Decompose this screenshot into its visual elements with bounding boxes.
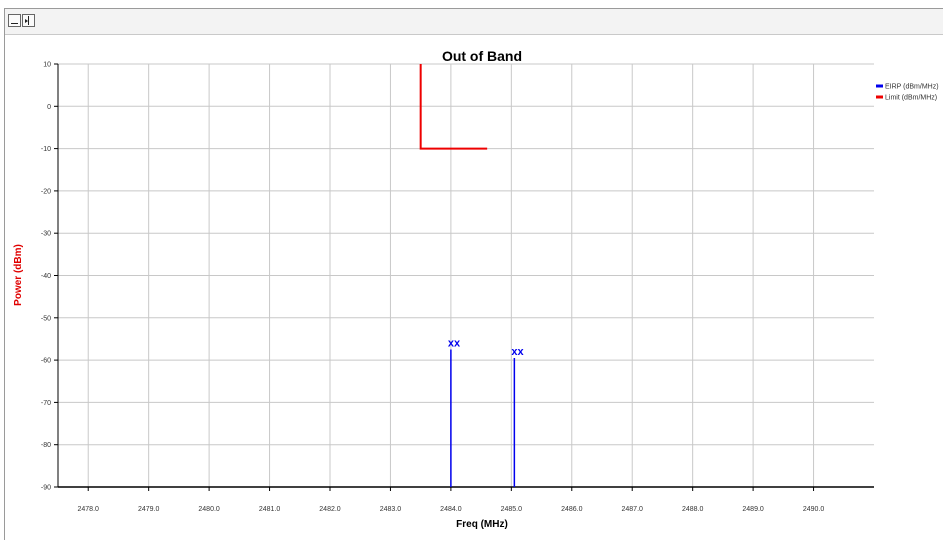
legend-entry: EIRP (dBm/MHz) xyxy=(885,84,939,91)
x-tick-label: 2487.0 xyxy=(622,506,644,513)
minimize-icon[interactable] xyxy=(8,14,21,27)
x-tick-label: 2490.0 xyxy=(803,506,825,513)
legend: EIRP (dBm/MHz) Limit (dBm/MHz) xyxy=(876,84,939,102)
x-tick-label: 2478.0 xyxy=(78,506,100,513)
y-axis-label: Power (dBm) xyxy=(13,244,24,306)
legend-entry: Limit (dBm/MHz) xyxy=(885,95,937,102)
grid-lines xyxy=(58,63,874,487)
chart-window xyxy=(4,8,943,540)
y-tick-label: -50 xyxy=(41,315,51,322)
x-tick-label: 2481.0 xyxy=(259,506,281,513)
chart-toolbar xyxy=(5,9,943,35)
y-tick-label: -40 xyxy=(41,273,51,280)
y-tick-label: -10 xyxy=(41,146,51,153)
chart-title: Out of Band xyxy=(442,48,522,64)
x-tick-label: 2479.0 xyxy=(138,506,160,513)
y-tick-label: -30 xyxy=(41,231,51,238)
y-tick-label: -60 xyxy=(41,358,51,365)
x-axis-label: Freq (MHz) xyxy=(456,519,508,530)
y-tick-label: -20 xyxy=(41,188,51,195)
x-tick-label: 2489.0 xyxy=(742,506,764,513)
x-tick-label: 2488.0 xyxy=(682,506,704,513)
x-tick-label: 2485.0 xyxy=(501,506,523,513)
eirp-marker-label: xx xyxy=(511,346,524,358)
y-tick-label: -80 xyxy=(41,442,51,449)
x-tick-label: 2483.0 xyxy=(380,506,402,513)
y-tick-label: -90 xyxy=(41,485,51,492)
y-tick-label: 10 xyxy=(43,62,51,69)
toggle-panel-icon[interactable] xyxy=(22,14,35,27)
limit-line xyxy=(419,64,488,150)
eirp-marker-label: xx xyxy=(448,338,461,350)
x-tick-label: 2486.0 xyxy=(561,506,583,513)
series-layer: xx xx xyxy=(419,64,524,487)
x-tick-label: 2482.0 xyxy=(319,506,341,513)
x-tick-label: 2484.0 xyxy=(440,506,462,513)
x-tick-label: 2480.0 xyxy=(198,506,220,513)
y-tick-label: 0 xyxy=(47,104,51,111)
y-tick-label: -70 xyxy=(41,400,51,407)
axes: 2478.0 2479.0 2480.0 2481.0 2482.0 2483.0 2484… xyxy=(41,62,874,513)
